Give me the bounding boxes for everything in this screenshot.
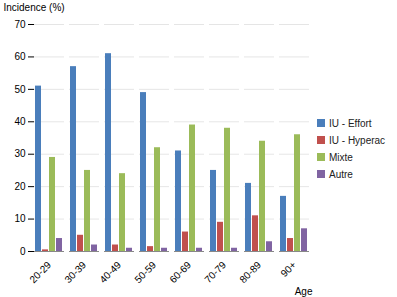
svg-text:40-49: 40-49 [97, 259, 123, 285]
svg-text:90+: 90+ [278, 259, 298, 279]
svg-text:20: 20 [14, 181, 26, 192]
svg-text:50-59: 50-59 [132, 259, 158, 285]
svg-text:Age: Age [295, 286, 313, 297]
svg-text:70-79: 70-79 [202, 259, 228, 285]
svg-text:30: 30 [14, 148, 26, 159]
svg-text:60: 60 [14, 51, 26, 62]
html-text:IU - Effort: IU - Effort [329, 117, 372, 129]
svg-text:10: 10 [14, 213, 26, 224]
svg-text:Incidence (%): Incidence (%) [4, 2, 65, 13]
html-text:Mixte: Mixte [329, 151, 353, 163]
svg-text:0: 0 [20, 246, 26, 257]
svg-text:70: 70 [14, 19, 26, 30]
svg-text:50: 50 [14, 84, 26, 95]
html-text:IU - Hyperac: IU - Hyperac [329, 134, 386, 146]
html-text:Autre: Autre [329, 168, 353, 180]
svg-text:20-29: 20-29 [27, 259, 53, 285]
svg-text:80-89: 80-89 [237, 259, 263, 285]
svg-text:30-39: 30-39 [62, 259, 88, 285]
svg-text:40: 40 [14, 116, 26, 127]
svg-text:60-69: 60-69 [167, 259, 193, 285]
